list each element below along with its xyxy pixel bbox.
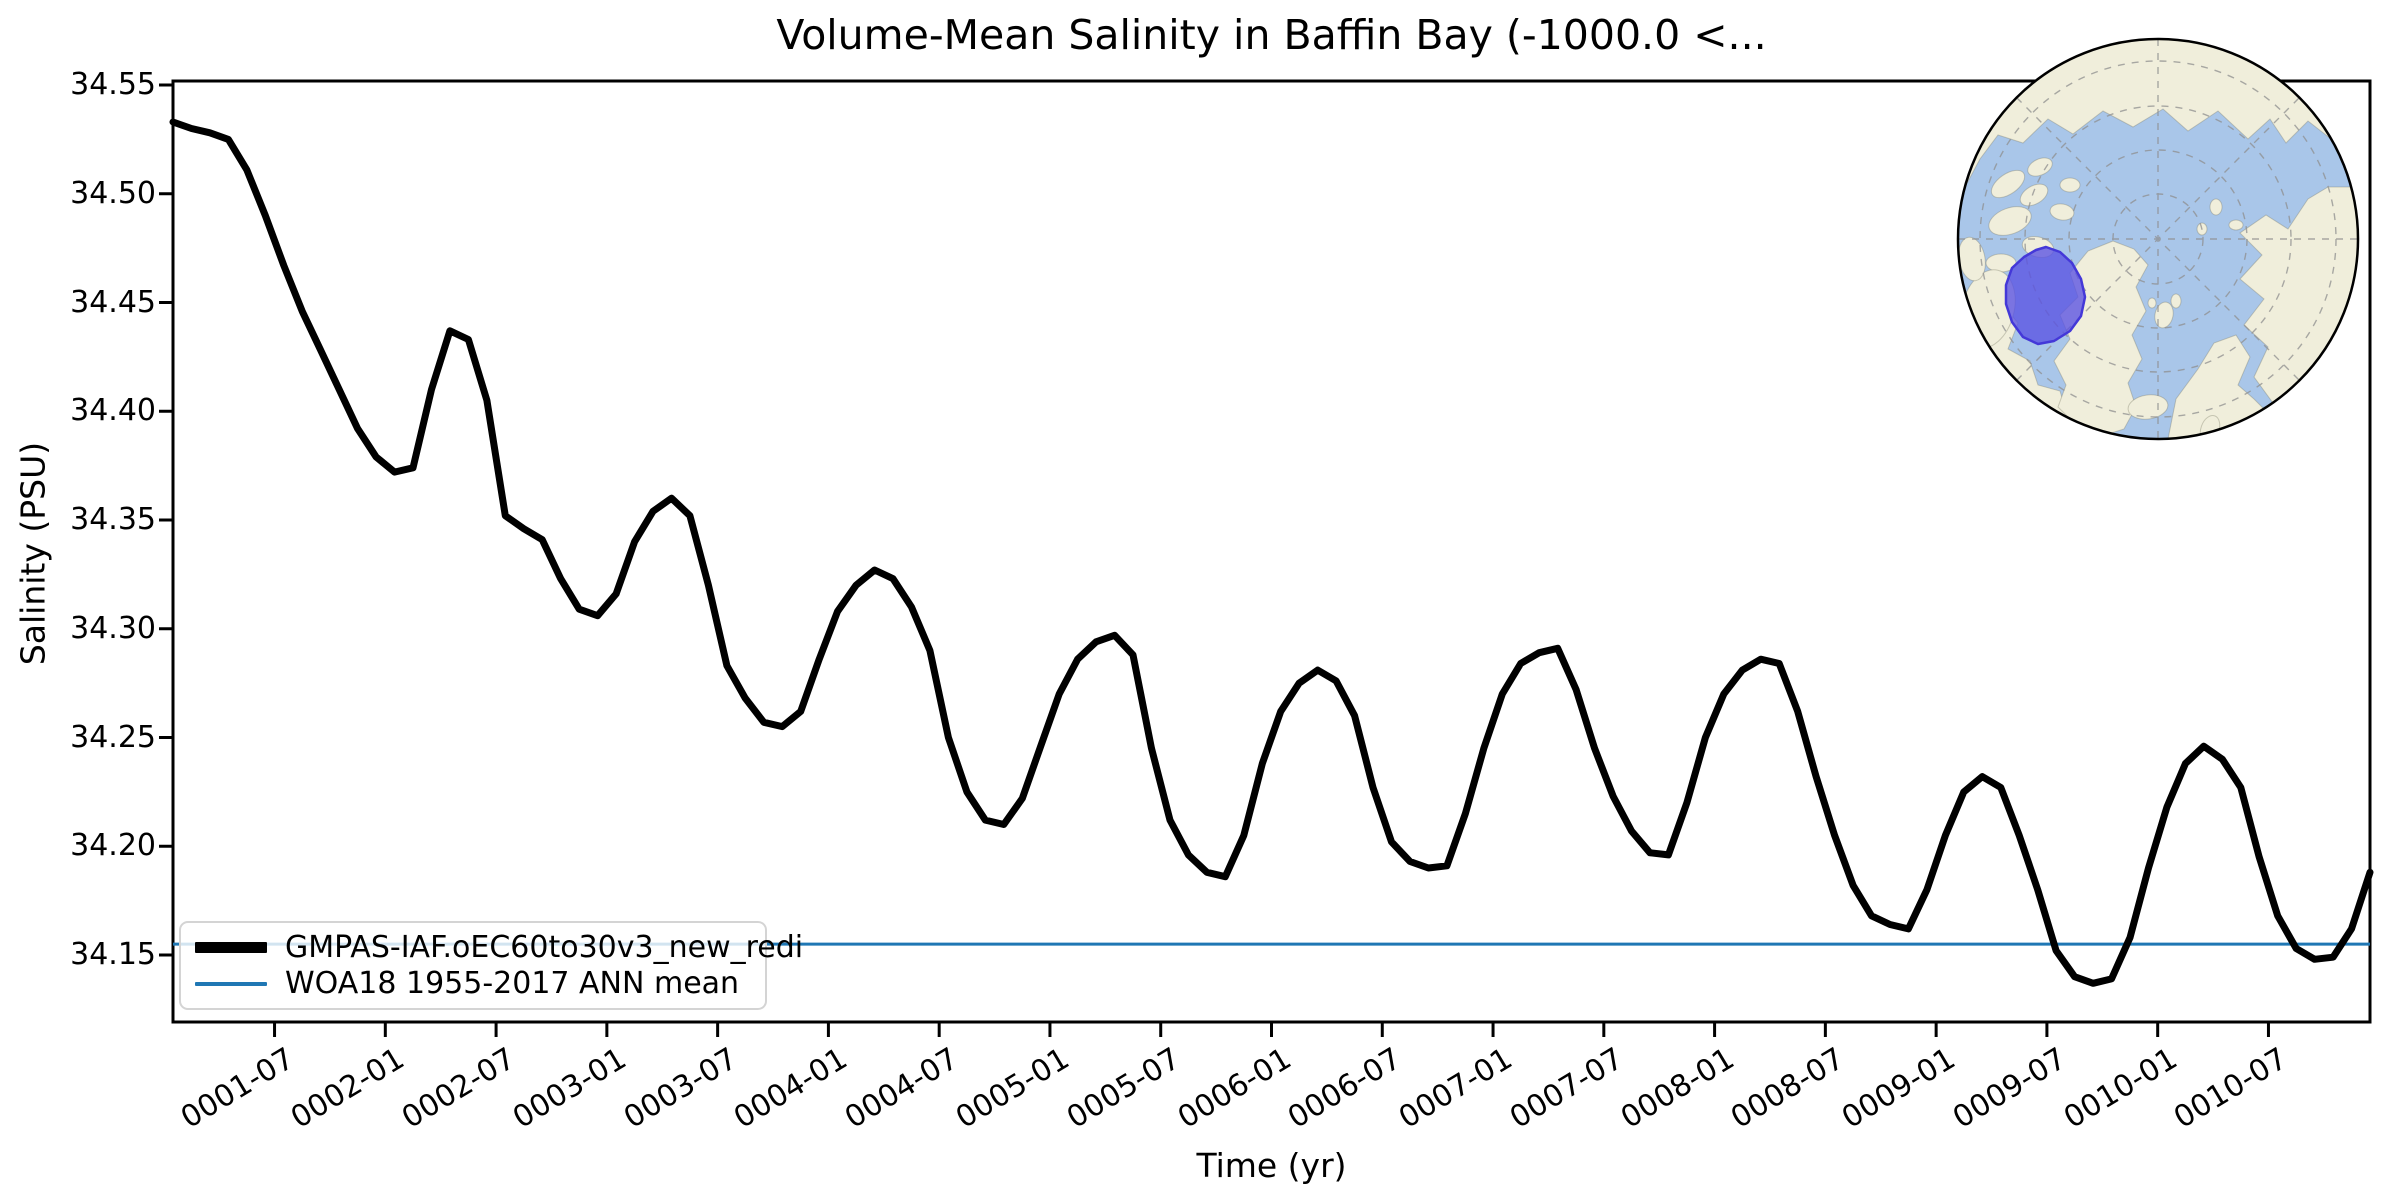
legend-item-model: GMPAS-IAF.oEC60to30v3_new_redi (195, 930, 803, 965)
map-land-svalbard (2147, 293, 2182, 329)
y-tick-label: 34.35 (70, 502, 156, 537)
legend-line-sample-series (195, 941, 267, 953)
map-land-iceland (2127, 394, 2169, 420)
salinity-series-line (169, 118, 2374, 987)
map-boundary-circle (1956, 37, 2360, 441)
chart-title: Volume-Mean Salinity in Baffin Bay (-100… (776, 11, 1767, 59)
legend: GMPAS-IAF.oEC60to30v3_new_redi WOA18 195… (179, 921, 803, 1010)
y-tick-label: 34.25 (70, 719, 156, 755)
x-axis-label: Time (yr) (1196, 1146, 1347, 1185)
legend-label-series: GMPAS-IAF.oEC60to30v3_new_redi (285, 929, 804, 965)
legend-label-reference: WOA18 1955-2017 ANN mean (285, 966, 740, 1002)
y-tick-label: 34.40 (70, 393, 156, 429)
y-tick-label: 34.45 (70, 284, 156, 320)
series-line-group (169, 118, 2374, 987)
map-highlight-region-baffin-bay (2004, 245, 2087, 346)
y-tick-label: 34.30 (70, 610, 156, 646)
map-graticule (1958, 39, 2358, 439)
y-tick-label: 34.15 (70, 937, 156, 972)
legend-line-sample-reference (195, 981, 267, 986)
legend-item-reference: WOA18 1955-2017 ANN mean (195, 966, 751, 1001)
inset-map-arctic (1956, 37, 2360, 441)
axis-ticks-group (159, 83, 2270, 1037)
y-tick-label: 34.50 (70, 175, 156, 211)
y-tick-label: 34.55 (70, 67, 156, 102)
y-tick-label: 34.20 (70, 828, 156, 864)
